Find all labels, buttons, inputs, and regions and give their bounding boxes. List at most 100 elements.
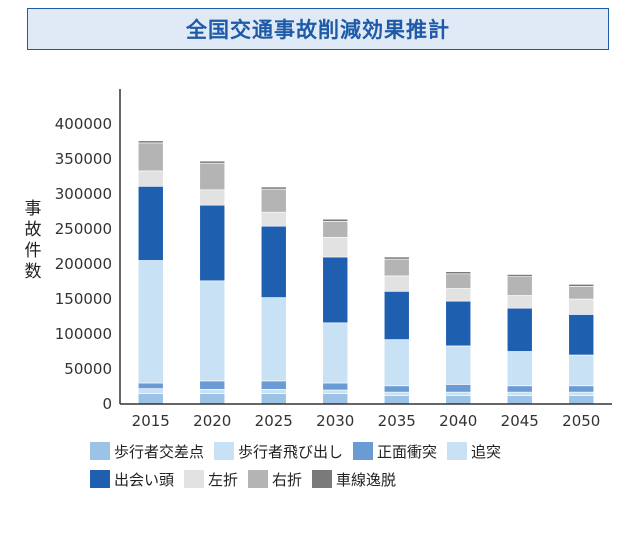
y-tick-label: 50000 (64, 360, 112, 378)
bar-segment (322, 382, 349, 391)
bar-segment (506, 274, 533, 277)
bar-segment (383, 339, 410, 387)
bar-segment (445, 395, 472, 405)
legend-label: 車線逸脱 (336, 470, 397, 489)
bar-segment (445, 273, 472, 289)
bar-segment (260, 388, 287, 394)
bar-segment (568, 385, 595, 393)
legend-swatch (214, 442, 235, 460)
x-tick-label: 2040 (439, 412, 477, 430)
bar-segment (445, 384, 472, 393)
bar-segment (445, 271, 472, 275)
bar-segment (137, 142, 164, 172)
legend-swatch (184, 470, 205, 488)
y-axis-label-char: 件 (25, 241, 42, 261)
bar-segment (383, 258, 410, 277)
x-tick-label: 2020 (193, 412, 231, 430)
legend-swatch (353, 442, 374, 460)
legend-item: 正面衝突 (353, 441, 437, 462)
x-tick-label: 2025 (255, 412, 293, 430)
bar-segment (260, 393, 287, 405)
legend-item: 左折 (184, 469, 238, 490)
legend-swatch (447, 442, 468, 460)
bar-segment (506, 295, 533, 309)
bar-segment (445, 391, 472, 396)
bar-segment (199, 162, 226, 191)
bar-segment (383, 385, 410, 393)
y-tick-label: 0 (102, 395, 112, 413)
y-axis-label-char: 故 (25, 220, 42, 240)
bar-segment (260, 225, 287, 298)
bar-segment (199, 160, 226, 164)
x-tick-label: 2035 (378, 412, 416, 430)
bar-segment (199, 380, 226, 390)
legend-swatch (312, 470, 333, 488)
x-tick-label: 2045 (501, 412, 539, 430)
bar-segment (506, 276, 533, 296)
y-tick-label: 400000 (55, 115, 112, 133)
legend-item: 出会い頭 (90, 469, 174, 490)
bar-segment (568, 395, 595, 405)
bar-segment (506, 351, 533, 387)
bar-segment (383, 395, 410, 405)
legend-label: 出会い頭 (114, 470, 175, 489)
bar-segment (322, 256, 349, 324)
bar-segment (137, 393, 164, 405)
legend-item: 右折 (248, 469, 302, 490)
x-tick-label: 2015 (132, 412, 170, 430)
bar-segment (322, 393, 349, 405)
chart-title-box: 全国交通事故削減効果推計 (27, 8, 609, 50)
y-axis-label-char: 数 (25, 262, 42, 282)
x-axis-ticks: 2015 2020 2025 2030 2035 2040 2045 2050 (132, 412, 601, 430)
legend-swatch (90, 470, 110, 488)
x-tick-label: 2050 (562, 412, 600, 430)
bar-segment (260, 186, 287, 190)
bar-segment (260, 380, 287, 390)
y-tick-label: 350000 (55, 150, 112, 168)
bar-segment (137, 186, 164, 261)
bar-segment (260, 297, 287, 382)
bar-segment (199, 204, 226, 282)
legend-label: 歩行者交差点 (114, 442, 205, 461)
bar-segment (137, 260, 164, 384)
y-tick-label: 300000 (55, 185, 112, 203)
bar-segment (322, 389, 349, 394)
bar-segment (199, 280, 226, 382)
bar-segment (506, 395, 533, 405)
bar-segment (137, 388, 164, 394)
legend-swatch (248, 470, 269, 488)
bar-segment (322, 218, 349, 222)
y-tick-label: 200000 (55, 255, 112, 273)
bar-segment (322, 237, 349, 258)
legend-item: 歩行者交差点 (90, 441, 204, 462)
bar-segment (568, 354, 595, 387)
bar-segment (506, 307, 533, 352)
legend-label: 追突 (471, 442, 502, 461)
bar-segment (568, 283, 595, 287)
legend-row: 歩行者交差点 歩行者飛び出し 正面衝突 追突 (90, 440, 610, 462)
bars (137, 140, 595, 405)
bar-segment (445, 300, 472, 347)
y-axis-ticks: 0 50000 100000 150000 200000 250000 300000 3500… (55, 115, 112, 413)
legend: 歩行者交差点 歩行者飛び出し 正面衝突 追突 出会い頭 左折 右折 車線逸脱 (90, 440, 610, 496)
bar-segment (137, 140, 164, 144)
legend-item: 車線逸脱 (312, 469, 396, 490)
bar-segment (568, 391, 595, 396)
bar-segment (445, 345, 472, 385)
legend-item: 歩行者飛び出し (214, 441, 343, 462)
bar-segment (260, 211, 287, 227)
y-tick-label: 250000 (55, 220, 112, 238)
bar-segment (568, 286, 595, 300)
bar-segment (199, 388, 226, 394)
chart-title: 全国交通事故削減効果推計 (186, 18, 450, 42)
bar-segment (322, 221, 349, 238)
bar-segment (506, 385, 533, 393)
bar-segment (137, 170, 164, 187)
bar-segment (137, 382, 164, 389)
bar-segment (383, 290, 410, 340)
bar-segment (568, 298, 595, 315)
y-tick-label: 150000 (55, 290, 112, 308)
bar-segment (383, 391, 410, 396)
